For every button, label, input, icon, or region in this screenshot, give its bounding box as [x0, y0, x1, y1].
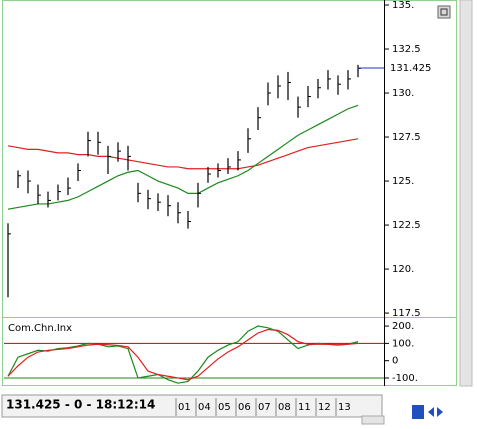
y-tick-label: 132.5 — [392, 44, 421, 55]
x-tick-label: 11 — [298, 402, 311, 413]
maximize-icon — [440, 8, 448, 16]
moving-average — [7, 104, 359, 210]
y-tick-label: 130. — [392, 88, 414, 99]
indicator-line — [7, 328, 359, 381]
y-tick-label: 120. — [392, 264, 414, 275]
y-tick-label: 125. — [392, 176, 414, 187]
maximize-button[interactable] — [437, 5, 451, 19]
refresh-button[interactable] — [412, 405, 424, 419]
y-tick-label: 117.5 — [392, 308, 421, 319]
indicator-title: Com.Chn.Inx — [8, 323, 72, 334]
x-tick-label: 01 — [178, 402, 191, 413]
frame — [2, 0, 457, 386]
y-tick-label: 100. — [392, 338, 414, 349]
x-tick-label: 04 — [198, 402, 211, 413]
x-tick-label: 06 — [238, 402, 251, 413]
x-tick-label: 07 — [258, 402, 271, 413]
y-tick-label: 135. — [392, 0, 414, 11]
scroll-right[interactable] — [437, 407, 443, 417]
y-tick-label: -100. — [392, 373, 418, 384]
x-tick-label: 13 — [338, 402, 351, 413]
indicator-line — [7, 325, 359, 384]
y-tick-label: 0 — [392, 356, 398, 367]
scroll-left[interactable] — [428, 407, 434, 417]
x-tick-label: 08 — [278, 402, 291, 413]
x-tick-label: 12 — [318, 402, 331, 413]
h-scroll[interactable] — [361, 415, 385, 425]
status-text: 131.425 - 0 - 18:12:14 — [6, 398, 155, 412]
last-price-label: 131.425 — [390, 63, 431, 74]
y-tick-label: 200. — [392, 321, 414, 332]
x-tick-label: 05 — [218, 402, 231, 413]
moving-average — [7, 138, 359, 170]
status-bar — [1, 394, 383, 418]
scrollbar[interactable] — [459, 0, 473, 387]
y-tick-label: 127.5 — [392, 132, 421, 143]
y-tick-label: 122.5 — [392, 220, 421, 231]
